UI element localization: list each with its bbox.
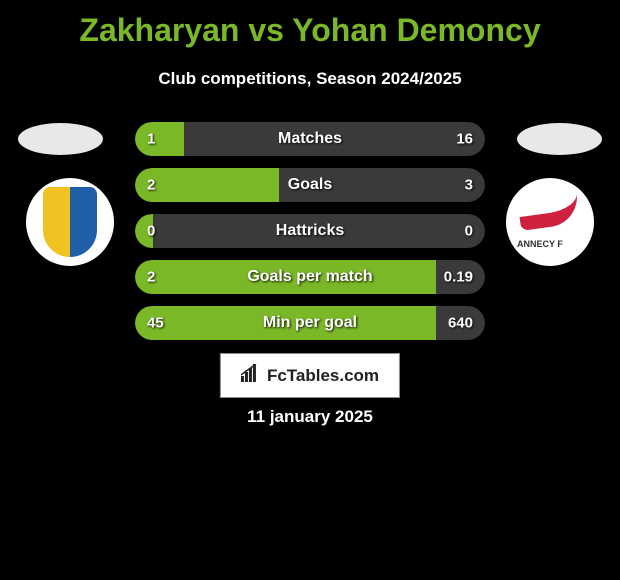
stat-value-right: 0.19 [444,269,473,286]
brand-text: FcTables.com [267,366,379,386]
stat-value-left: 1 [147,131,155,148]
stat-label: Goals [288,176,332,194]
stat-value-left: 45 [147,315,164,332]
page-title: Zakharyan vs Yohan Demoncy [0,0,620,49]
stat-row-goals-per-match: 2 Goals per match 0.19 [135,260,485,294]
stat-label: Goals per match [247,268,372,286]
player-avatar-left [18,123,103,155]
chart-icon [241,364,261,387]
stat-fill [135,122,184,156]
player-avatar-right [517,123,602,155]
stat-value-right: 3 [465,177,473,194]
stat-row-hattricks: 0 Hattricks 0 [135,214,485,248]
club-badge-left [26,178,114,266]
stat-row-goals: 2 Goals 3 [135,168,485,202]
stat-label: Matches [278,130,342,148]
stat-row-matches: 1 Matches 16 [135,122,485,156]
subtitle: Club competitions, Season 2024/2025 [0,69,620,89]
club-badge-right: ANNECY F [506,178,594,266]
stat-value-left: 0 [147,223,155,240]
stat-label: Hattricks [276,222,344,240]
stat-value-left: 2 [147,177,155,194]
stats-container: 1 Matches 16 2 Goals 3 0 Hattricks 0 2 G… [135,122,485,352]
stat-fill [135,168,279,202]
stat-value-right: 640 [448,315,473,332]
brand-box[interactable]: FcTables.com [220,353,400,398]
annecy-logo: ANNECY F [515,197,585,247]
stade-briochin-logo [43,187,97,257]
stat-label: Min per goal [263,314,357,332]
date-text: 11 january 2025 [247,407,373,427]
stat-value-right: 16 [456,131,473,148]
stat-row-min-per-goal: 45 Min per goal 640 [135,306,485,340]
stat-value-left: 2 [147,269,155,286]
stat-value-right: 0 [465,223,473,240]
